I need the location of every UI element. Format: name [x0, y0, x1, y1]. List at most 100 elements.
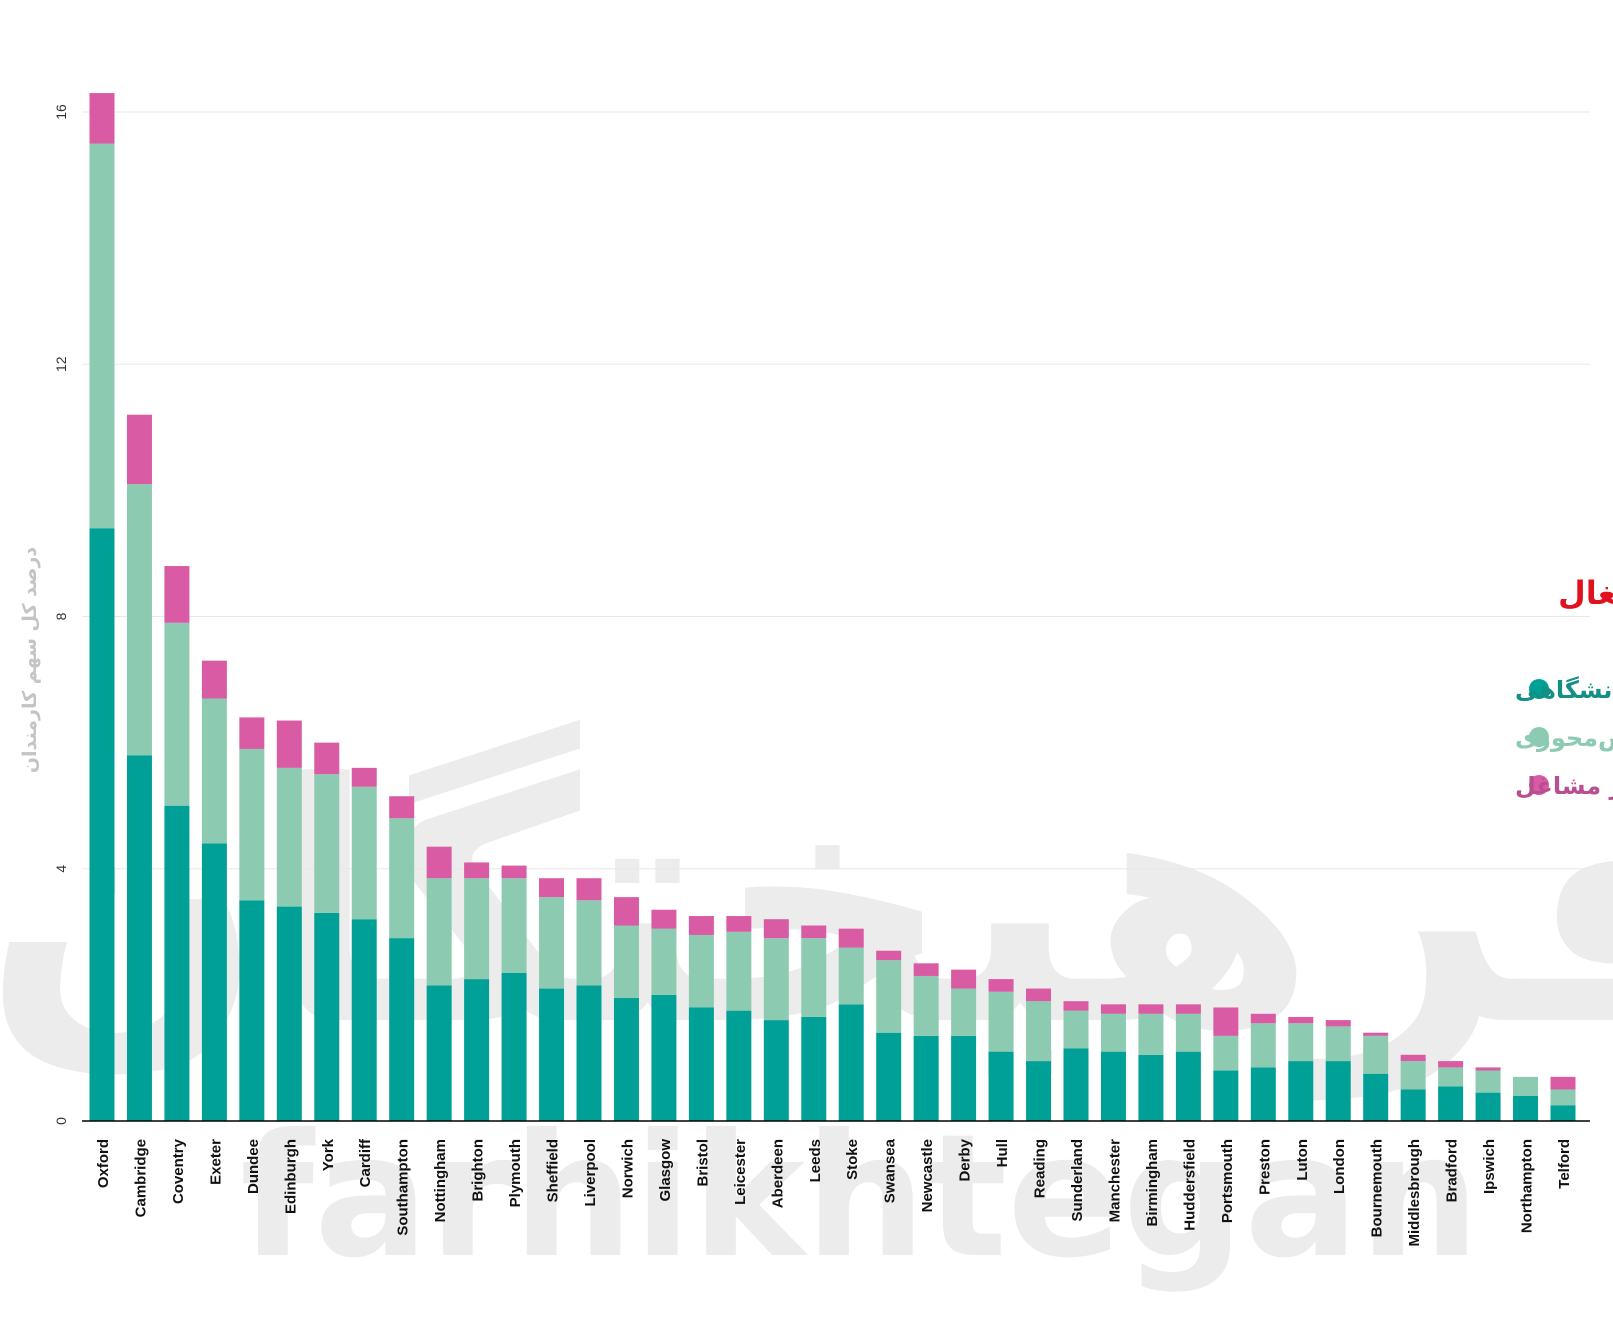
bar-segment	[1325, 1020, 1351, 1027]
bar-segment	[314, 742, 340, 775]
x-tick-label: Huddersfield	[1181, 1139, 1198, 1231]
bar-segment	[1400, 1061, 1426, 1090]
x-tick-label: Glasgow	[657, 1139, 674, 1202]
bar-segment	[89, 93, 115, 144]
bar-segment	[164, 805, 190, 1121]
bar-segment	[426, 878, 452, 986]
bar-segment	[276, 720, 302, 768]
bar-segment	[1100, 1013, 1126, 1052]
bar-segment	[576, 900, 602, 986]
x-tick-label: Nottingham	[432, 1139, 449, 1222]
bar-segment	[1438, 1061, 1464, 1068]
bar-segment	[1288, 1023, 1314, 1062]
bar-segment	[651, 994, 677, 1121]
bar-segment	[1138, 1013, 1164, 1055]
bar-segment	[1288, 1016, 1314, 1024]
bar-segment	[201, 843, 227, 1121]
bar-segment	[763, 938, 789, 1021]
bar-segment	[314, 774, 340, 913]
bars	[89, 93, 1576, 1121]
bar-segment	[913, 975, 939, 1036]
grid-lines	[82, 111, 1590, 870]
bar-segment	[239, 900, 265, 1121]
bar-segment	[1475, 1067, 1501, 1071]
bar-segment	[464, 979, 490, 1121]
bar-segment	[613, 925, 639, 999]
bar-segment	[501, 865, 527, 879]
bar-segment	[988, 1051, 1014, 1121]
y-axis-ticks: 0 4 8 12 16	[53, 104, 69, 1125]
x-tick-label: Coventry	[170, 1138, 187, 1204]
x-tick-label: Hull	[994, 1139, 1011, 1167]
legend: دانشگاهی غیردانشگاهی: مشاغل دانش‌محوری غیر…	[1515, 676, 1613, 800]
x-tick-label: Manchester	[1106, 1139, 1123, 1223]
bar-segment	[126, 484, 152, 756]
y-tick-label: 8	[53, 612, 69, 620]
x-tick-label: Portsmouth	[1219, 1139, 1236, 1223]
bar-segment	[838, 1004, 864, 1121]
y-tick-label: 0	[53, 1117, 69, 1125]
bar-segment	[876, 960, 902, 1033]
bar-segment	[988, 979, 1014, 992]
x-tick-label: Bradford	[1444, 1139, 1461, 1202]
bar-segment	[688, 916, 714, 935]
bar-segment	[688, 934, 714, 1008]
bar-segment	[89, 528, 115, 1121]
bar-segment	[276, 906, 302, 1121]
x-tick-label: Edinburgh	[282, 1139, 299, 1214]
bar-segment	[1325, 1026, 1351, 1062]
bar-segment	[1250, 1023, 1276, 1068]
bar-segment	[1550, 1089, 1576, 1106]
x-tick-label: Stoke	[844, 1139, 861, 1180]
bar-segment	[913, 963, 939, 976]
bar-segment	[988, 991, 1014, 1052]
bar-segment	[1400, 1089, 1426, 1121]
x-tick-label: Bournemouth	[1369, 1139, 1386, 1237]
bar-segment	[164, 622, 190, 806]
bar-segment	[838, 947, 864, 1005]
bar-segment	[1325, 1061, 1351, 1121]
bar-segment	[1026, 1001, 1052, 1062]
x-tick-label: London	[1331, 1139, 1348, 1194]
bar-segment	[1063, 1010, 1089, 1049]
bar-segment	[239, 748, 265, 901]
x-tick-label: Bristol	[694, 1139, 711, 1187]
bar-segment	[801, 1016, 827, 1121]
bar-segment	[426, 985, 452, 1121]
bar-segment	[1063, 1048, 1089, 1121]
bar-segment	[239, 717, 265, 749]
x-tick-label: Middlesbrough	[1406, 1139, 1423, 1247]
bar-segment	[1550, 1076, 1576, 1090]
bar-segment	[1288, 1061, 1314, 1121]
bar-segment	[1438, 1086, 1464, 1121]
bar-segment	[688, 1007, 714, 1121]
bar-segment	[1513, 1095, 1539, 1121]
bar-segment	[1213, 1070, 1239, 1121]
bar-segment	[1475, 1092, 1501, 1121]
bar-segment	[389, 796, 415, 819]
bar-segment	[1550, 1105, 1576, 1121]
bar-segment	[1213, 1035, 1239, 1071]
x-tick-label: Birmingham	[1144, 1139, 1161, 1227]
bar-segment	[89, 143, 115, 529]
legend-marker	[1529, 727, 1549, 747]
bar-segment	[876, 950, 902, 961]
x-tick-label: York	[320, 1138, 337, 1171]
legend-label: دانشگاهی	[1515, 676, 1613, 704]
x-tick-label: Sheffield	[545, 1139, 562, 1202]
bar-segment	[539, 878, 565, 898]
bar-segment	[576, 985, 602, 1121]
bar-segment	[1513, 1076, 1539, 1096]
bar-segment	[426, 846, 452, 879]
x-tick-label: Exeter	[207, 1139, 224, 1185]
bar-segment	[838, 928, 864, 948]
bar-segment	[276, 767, 302, 907]
bar-segment	[126, 755, 152, 1121]
x-tick-label: Ipswich	[1481, 1139, 1498, 1194]
bar-segment	[726, 1010, 752, 1121]
y-tick-label: 12	[53, 356, 69, 372]
y-axis-label: درصد کل سهم کارمندان	[19, 547, 41, 774]
bar-segment	[913, 1035, 939, 1121]
y-tick-label: 16	[53, 104, 69, 120]
